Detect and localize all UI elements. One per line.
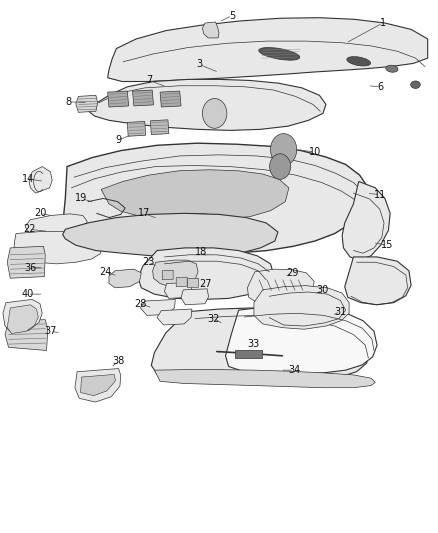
Text: 38: 38 (113, 356, 125, 366)
Polygon shape (63, 143, 367, 254)
Polygon shape (14, 231, 102, 264)
Text: 34: 34 (288, 365, 300, 375)
Text: 22: 22 (23, 224, 35, 235)
Text: 14: 14 (21, 174, 34, 184)
Text: 10: 10 (309, 147, 321, 157)
Text: 6: 6 (378, 82, 384, 92)
Circle shape (271, 134, 297, 165)
Text: 37: 37 (45, 326, 57, 336)
Polygon shape (109, 269, 141, 288)
Text: 3: 3 (196, 60, 202, 69)
Text: 19: 19 (75, 193, 88, 204)
Polygon shape (247, 269, 314, 304)
Polygon shape (3, 300, 42, 333)
Polygon shape (154, 369, 375, 387)
Polygon shape (187, 278, 198, 288)
Polygon shape (164, 282, 192, 298)
Polygon shape (345, 257, 411, 305)
Polygon shape (226, 306, 377, 374)
Polygon shape (101, 169, 289, 221)
Text: 32: 32 (208, 313, 220, 324)
Text: 20: 20 (34, 208, 46, 219)
Text: 8: 8 (65, 96, 71, 107)
Circle shape (270, 154, 290, 179)
Text: 5: 5 (229, 11, 235, 21)
Text: 1: 1 (380, 18, 386, 28)
Polygon shape (176, 277, 187, 287)
Polygon shape (88, 79, 326, 131)
Text: 15: 15 (381, 240, 393, 250)
Polygon shape (29, 166, 52, 193)
Polygon shape (141, 300, 175, 316)
Polygon shape (157, 309, 192, 325)
Text: 33: 33 (247, 338, 259, 349)
Text: 28: 28 (134, 298, 147, 309)
Text: 30: 30 (317, 286, 329, 295)
Polygon shape (162, 270, 173, 280)
Polygon shape (5, 320, 48, 351)
Text: 17: 17 (138, 208, 150, 219)
Polygon shape (342, 181, 390, 260)
Polygon shape (254, 286, 349, 329)
Text: 9: 9 (116, 135, 122, 145)
Polygon shape (75, 368, 121, 402)
Text: 18: 18 (195, 247, 208, 256)
Text: 24: 24 (99, 267, 112, 277)
Ellipse shape (411, 81, 420, 88)
Text: 36: 36 (24, 263, 36, 272)
Text: 23: 23 (142, 257, 155, 267)
Polygon shape (152, 260, 198, 288)
Polygon shape (133, 90, 153, 106)
Ellipse shape (386, 65, 398, 72)
Polygon shape (151, 308, 370, 383)
Ellipse shape (259, 47, 300, 60)
Polygon shape (76, 95, 98, 112)
Polygon shape (202, 22, 219, 38)
Polygon shape (151, 213, 240, 253)
Polygon shape (81, 374, 116, 395)
Polygon shape (7, 246, 45, 278)
Text: 7: 7 (146, 76, 152, 85)
Ellipse shape (347, 56, 371, 66)
Polygon shape (25, 214, 87, 238)
Polygon shape (127, 122, 146, 136)
Text: 27: 27 (200, 279, 212, 288)
Text: 29: 29 (286, 268, 299, 278)
Polygon shape (160, 91, 181, 107)
Text: 11: 11 (374, 190, 387, 200)
Polygon shape (108, 91, 129, 107)
Text: 40: 40 (21, 289, 34, 299)
Text: 31: 31 (334, 306, 346, 317)
Polygon shape (108, 18, 427, 82)
Polygon shape (181, 289, 208, 305)
Polygon shape (138, 248, 274, 300)
Polygon shape (150, 120, 169, 135)
Bar (235, 351, 262, 358)
Polygon shape (63, 213, 278, 257)
Circle shape (202, 99, 227, 128)
Polygon shape (7, 305, 38, 334)
